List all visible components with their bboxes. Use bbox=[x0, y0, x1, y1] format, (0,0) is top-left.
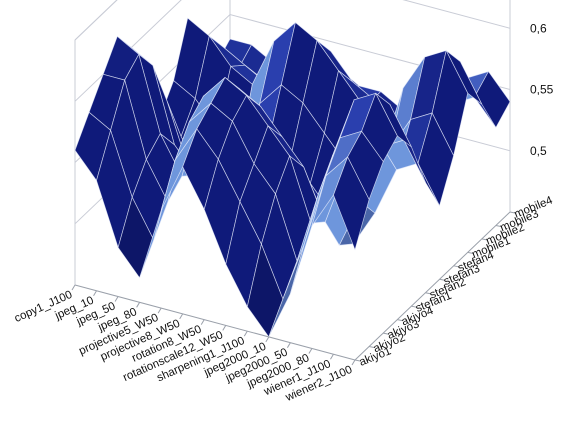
y-tick-mark bbox=[354, 359, 361, 362]
y-tick-mark bbox=[453, 265, 459, 268]
y-tick-mark bbox=[481, 238, 487, 241]
x-tick-mark bbox=[351, 359, 356, 366]
z-axis-tick-labels: 0,50,550,60,65 bbox=[530, 21, 554, 158]
x-tick-mark bbox=[286, 342, 291, 348]
floor-axis bbox=[354, 211, 511, 361]
x-tick-mark bbox=[136, 302, 141, 308]
z-tick-label: 0,55 bbox=[530, 83, 554, 97]
y-tick-mark bbox=[495, 224, 502, 227]
z-tick-label: 0,6 bbox=[530, 21, 547, 35]
x-tick-mark bbox=[308, 348, 313, 354]
x-tick-mark bbox=[157, 307, 162, 314]
chart-axes bbox=[71, 211, 516, 366]
floor-axis bbox=[74, 284, 356, 361]
y-tick-mark bbox=[467, 251, 473, 254]
x-tick-mark bbox=[93, 290, 97, 297]
y-axis-tick-labels: akiyo1akiyo2akiyo3akiyo4stefan1stefan2st… bbox=[358, 194, 555, 368]
wall-edge bbox=[74, 0, 118, 41]
x-tick-mark bbox=[243, 330, 248, 337]
x-tick-mark bbox=[114, 296, 119, 302]
y-tick-mark bbox=[397, 319, 403, 322]
x-tick-mark bbox=[265, 336, 270, 343]
y-tick-mark bbox=[383, 332, 389, 335]
y-tick-mark bbox=[425, 292, 431, 295]
surface-plot bbox=[74, 17, 511, 338]
x-tick-mark bbox=[330, 353, 334, 360]
y-tick-mark bbox=[439, 278, 445, 281]
z-tick-label: 0,5 bbox=[530, 144, 547, 158]
surface-cell bbox=[333, 156, 370, 251]
x-tick-mark bbox=[200, 319, 205, 325]
x-tick-mark bbox=[71, 284, 76, 291]
y-tick-mark bbox=[368, 346, 375, 349]
y-tick-mark bbox=[411, 305, 417, 308]
x-tick-mark bbox=[222, 325, 227, 331]
y-tick-mark bbox=[509, 211, 516, 214]
x-tick-mark bbox=[179, 313, 184, 320]
